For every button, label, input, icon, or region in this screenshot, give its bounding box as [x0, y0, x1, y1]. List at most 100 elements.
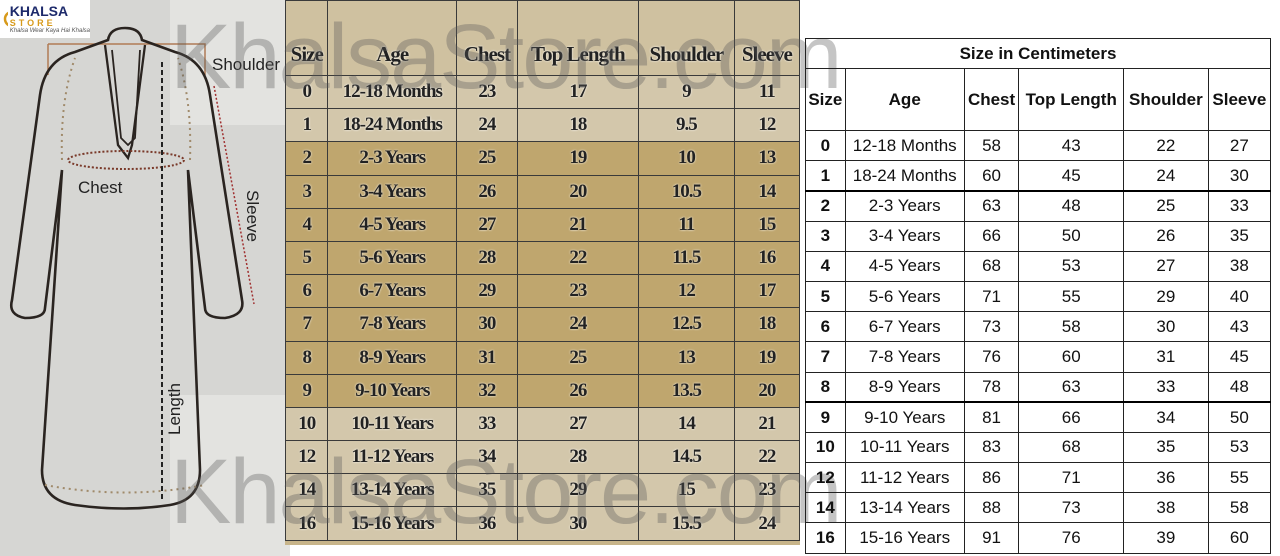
cm-header-chest: Chest [963, 68, 1020, 131]
cm-cell-shoulder: 27 [1123, 250, 1209, 282]
inch-cell-sleeve: 14 [733, 174, 801, 209]
inch-cell-shoulder: 14 [637, 406, 735, 442]
inch-cell-chest: 27 [456, 207, 518, 242]
cm-cell-sleeve: 43 [1207, 311, 1272, 343]
cm-cell-size: 3 [805, 220, 846, 252]
inch-table-row: 14 13-14 Years 35 29 15 23 [284, 473, 801, 508]
cm-cell-age: 11-12 Years [844, 462, 965, 494]
cm-cell-shoulder: 29 [1123, 280, 1209, 313]
logo-brand: KHALSA [9, 2, 69, 19]
cm-cell-age: 12-18 Months [844, 129, 965, 162]
inch-table-row: 0 12-18 Months 23 17 9 11 [284, 74, 801, 110]
cm-header-size: Size [805, 68, 846, 131]
inch-cell-top-length: 29 [516, 473, 639, 508]
inch-cell-shoulder: 9 [637, 74, 735, 110]
cm-table-row: 3 3-4 Years 66 50 26 35 [805, 220, 1272, 252]
cm-cell-chest: 66 [963, 220, 1020, 252]
inch-cell-shoulder: 12 [637, 274, 735, 309]
inch-table-row: 7 7-8 Years 30 24 12.5 18 [284, 307, 801, 342]
cm-cell-sleeve: 50 [1207, 401, 1272, 433]
inch-cell-size: 6 [284, 274, 329, 309]
cm-table-row: 9 9-10 Years 81 66 34 50 [805, 401, 1272, 433]
inch-cell-chest: 24 [456, 108, 518, 143]
inch-cell-top-length: 17 [516, 74, 639, 110]
inch-cell-age: 5-6 Years [327, 240, 458, 276]
cm-cell-age: 6-7 Years [844, 311, 965, 343]
cm-cell-top-length: 76 [1018, 522, 1125, 554]
inch-table-row: 16 15-16 Years 36 30 15.5 24 [284, 506, 801, 541]
cm-cell-chest: 76 [963, 341, 1020, 373]
inch-cell-size: 9 [284, 373, 329, 408]
inch-cell-chest: 35 [456, 473, 518, 508]
inch-cell-sleeve: 16 [733, 240, 801, 276]
cm-table-row: 8 8-9 Years 78 63 33 48 [805, 371, 1272, 404]
cm-cell-chest: 78 [963, 371, 1020, 404]
cm-cell-shoulder: 26 [1123, 220, 1209, 252]
inch-cell-chest: 34 [456, 440, 518, 475]
inch-cell-shoulder: 15 [637, 473, 735, 508]
cm-cell-size: 7 [805, 341, 846, 373]
cm-cell-top-length: 68 [1018, 431, 1125, 464]
cm-cell-age: 15-16 Years [844, 522, 965, 554]
cm-cell-size: 9 [805, 401, 846, 433]
cm-cell-size: 8 [805, 371, 846, 404]
inch-cell-top-length: 30 [516, 506, 639, 541]
inch-cell-size: 12 [284, 440, 329, 475]
cm-table-row: 12 11-12 Years 86 71 36 55 [805, 462, 1272, 494]
cm-cell-age: 13-14 Years [844, 492, 965, 524]
inch-cell-shoulder: 15.5 [637, 506, 735, 541]
inch-cell-age: 8-9 Years [327, 340, 458, 375]
cm-cell-top-length: 73 [1018, 492, 1125, 524]
inch-cell-sleeve: 15 [733, 207, 801, 242]
cm-cell-top-length: 58 [1018, 311, 1125, 343]
inch-cell-size: 14 [284, 473, 329, 508]
inch-cell-sleeve: 11 [733, 74, 801, 110]
cm-cell-age: 2-3 Years [844, 190, 965, 222]
inch-cell-shoulder: 11 [637, 207, 735, 242]
cm-cell-size: 1 [805, 160, 846, 192]
inch-cell-age: 6-7 Years [327, 274, 458, 309]
cm-header-age: Age [844, 68, 965, 131]
inch-cell-chest: 32 [456, 373, 518, 408]
cm-cell-shoulder: 35 [1123, 431, 1209, 464]
inch-table-row: 1 18-24 Months 24 18 9.5 12 [284, 108, 801, 143]
inch-cell-top-length: 22 [516, 240, 639, 276]
cm-cell-chest: 81 [963, 401, 1020, 433]
inch-cell-sleeve: 17 [733, 274, 801, 309]
inch-cell-sleeve: 18 [733, 307, 801, 342]
cm-cell-chest: 63 [963, 190, 1020, 222]
chest-label: Chest [78, 178, 123, 197]
cm-cell-chest: 71 [963, 280, 1020, 313]
inch-cell-chest: 29 [456, 274, 518, 309]
inch-cell-top-length: 18 [516, 108, 639, 143]
cm-cell-sleeve: 38 [1207, 250, 1272, 282]
cm-table-row: 6 6-7 Years 73 58 30 43 [805, 311, 1272, 343]
inch-cell-sleeve: 19 [733, 340, 801, 375]
cm-cell-shoulder: 24 [1123, 160, 1209, 192]
inch-cell-top-length: 20 [516, 174, 639, 209]
cm-cell-shoulder: 33 [1123, 371, 1209, 404]
inch-cell-top-length: 24 [516, 307, 639, 342]
cm-cell-sleeve: 27 [1207, 129, 1272, 162]
cm-cell-shoulder: 22 [1123, 129, 1209, 162]
cm-cell-sleeve: 53 [1207, 431, 1272, 464]
inches-size-table: Size Age Chest Top Length Shoulder Sleeve 0 12-… [284, 0, 801, 545]
inch-cell-size: 0 [284, 74, 329, 110]
inch-cell-size: 16 [284, 506, 329, 541]
inch-cell-shoulder: 14.5 [637, 440, 735, 475]
cm-cell-size: 4 [805, 250, 846, 282]
inch-cell-size: 3 [284, 174, 329, 209]
cm-cell-sleeve: 58 [1207, 492, 1272, 524]
inch-cell-top-length: 27 [516, 406, 639, 442]
cm-cell-age: 7-8 Years [844, 341, 965, 373]
inch-table-row: 5 5-6 Years 28 22 11.5 16 [284, 240, 801, 276]
inch-cell-size: 5 [284, 240, 329, 276]
cm-cell-size: 5 [805, 280, 846, 313]
cm-cell-sleeve: 48 [1207, 371, 1272, 404]
cm-cell-top-length: 45 [1018, 160, 1125, 192]
cm-table-row: 10 10-11 Years 83 68 35 53 [805, 431, 1272, 464]
cm-cell-chest: 86 [963, 462, 1020, 494]
cm-cell-shoulder: 30 [1123, 311, 1209, 343]
cm-cell-top-length: 66 [1018, 401, 1125, 433]
inch-table-row: 4 4-5 Years 27 21 11 15 [284, 207, 801, 242]
